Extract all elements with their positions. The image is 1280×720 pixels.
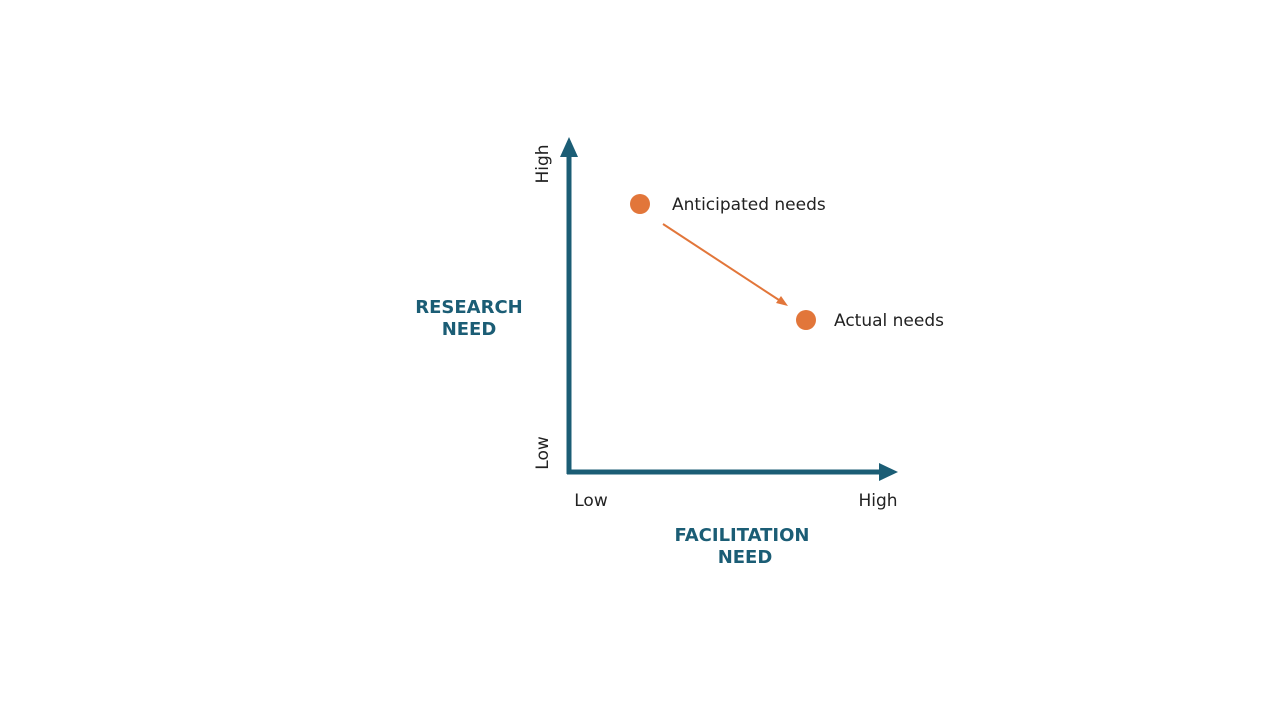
point-label: Anticipated needs	[672, 195, 826, 215]
y-title-line: RESEARCH	[415, 297, 522, 318]
y-high-label: High	[533, 144, 553, 183]
x-title-line: NEED	[718, 547, 773, 568]
point	[630, 194, 650, 214]
x-low-label: Low	[574, 491, 608, 511]
point-label: Actual needs	[834, 311, 944, 331]
arrow	[662, 223, 783, 303]
point	[796, 310, 816, 330]
arrowhead	[776, 296, 788, 306]
x-axis-arrowhead	[879, 463, 898, 481]
y-low-label: Low	[533, 436, 553, 470]
x-high-label: High	[858, 491, 897, 511]
y-axis-arrowhead	[560, 137, 578, 157]
y-title-line: NEED	[442, 319, 497, 340]
x-title-line: FACILITATION	[675, 525, 810, 546]
